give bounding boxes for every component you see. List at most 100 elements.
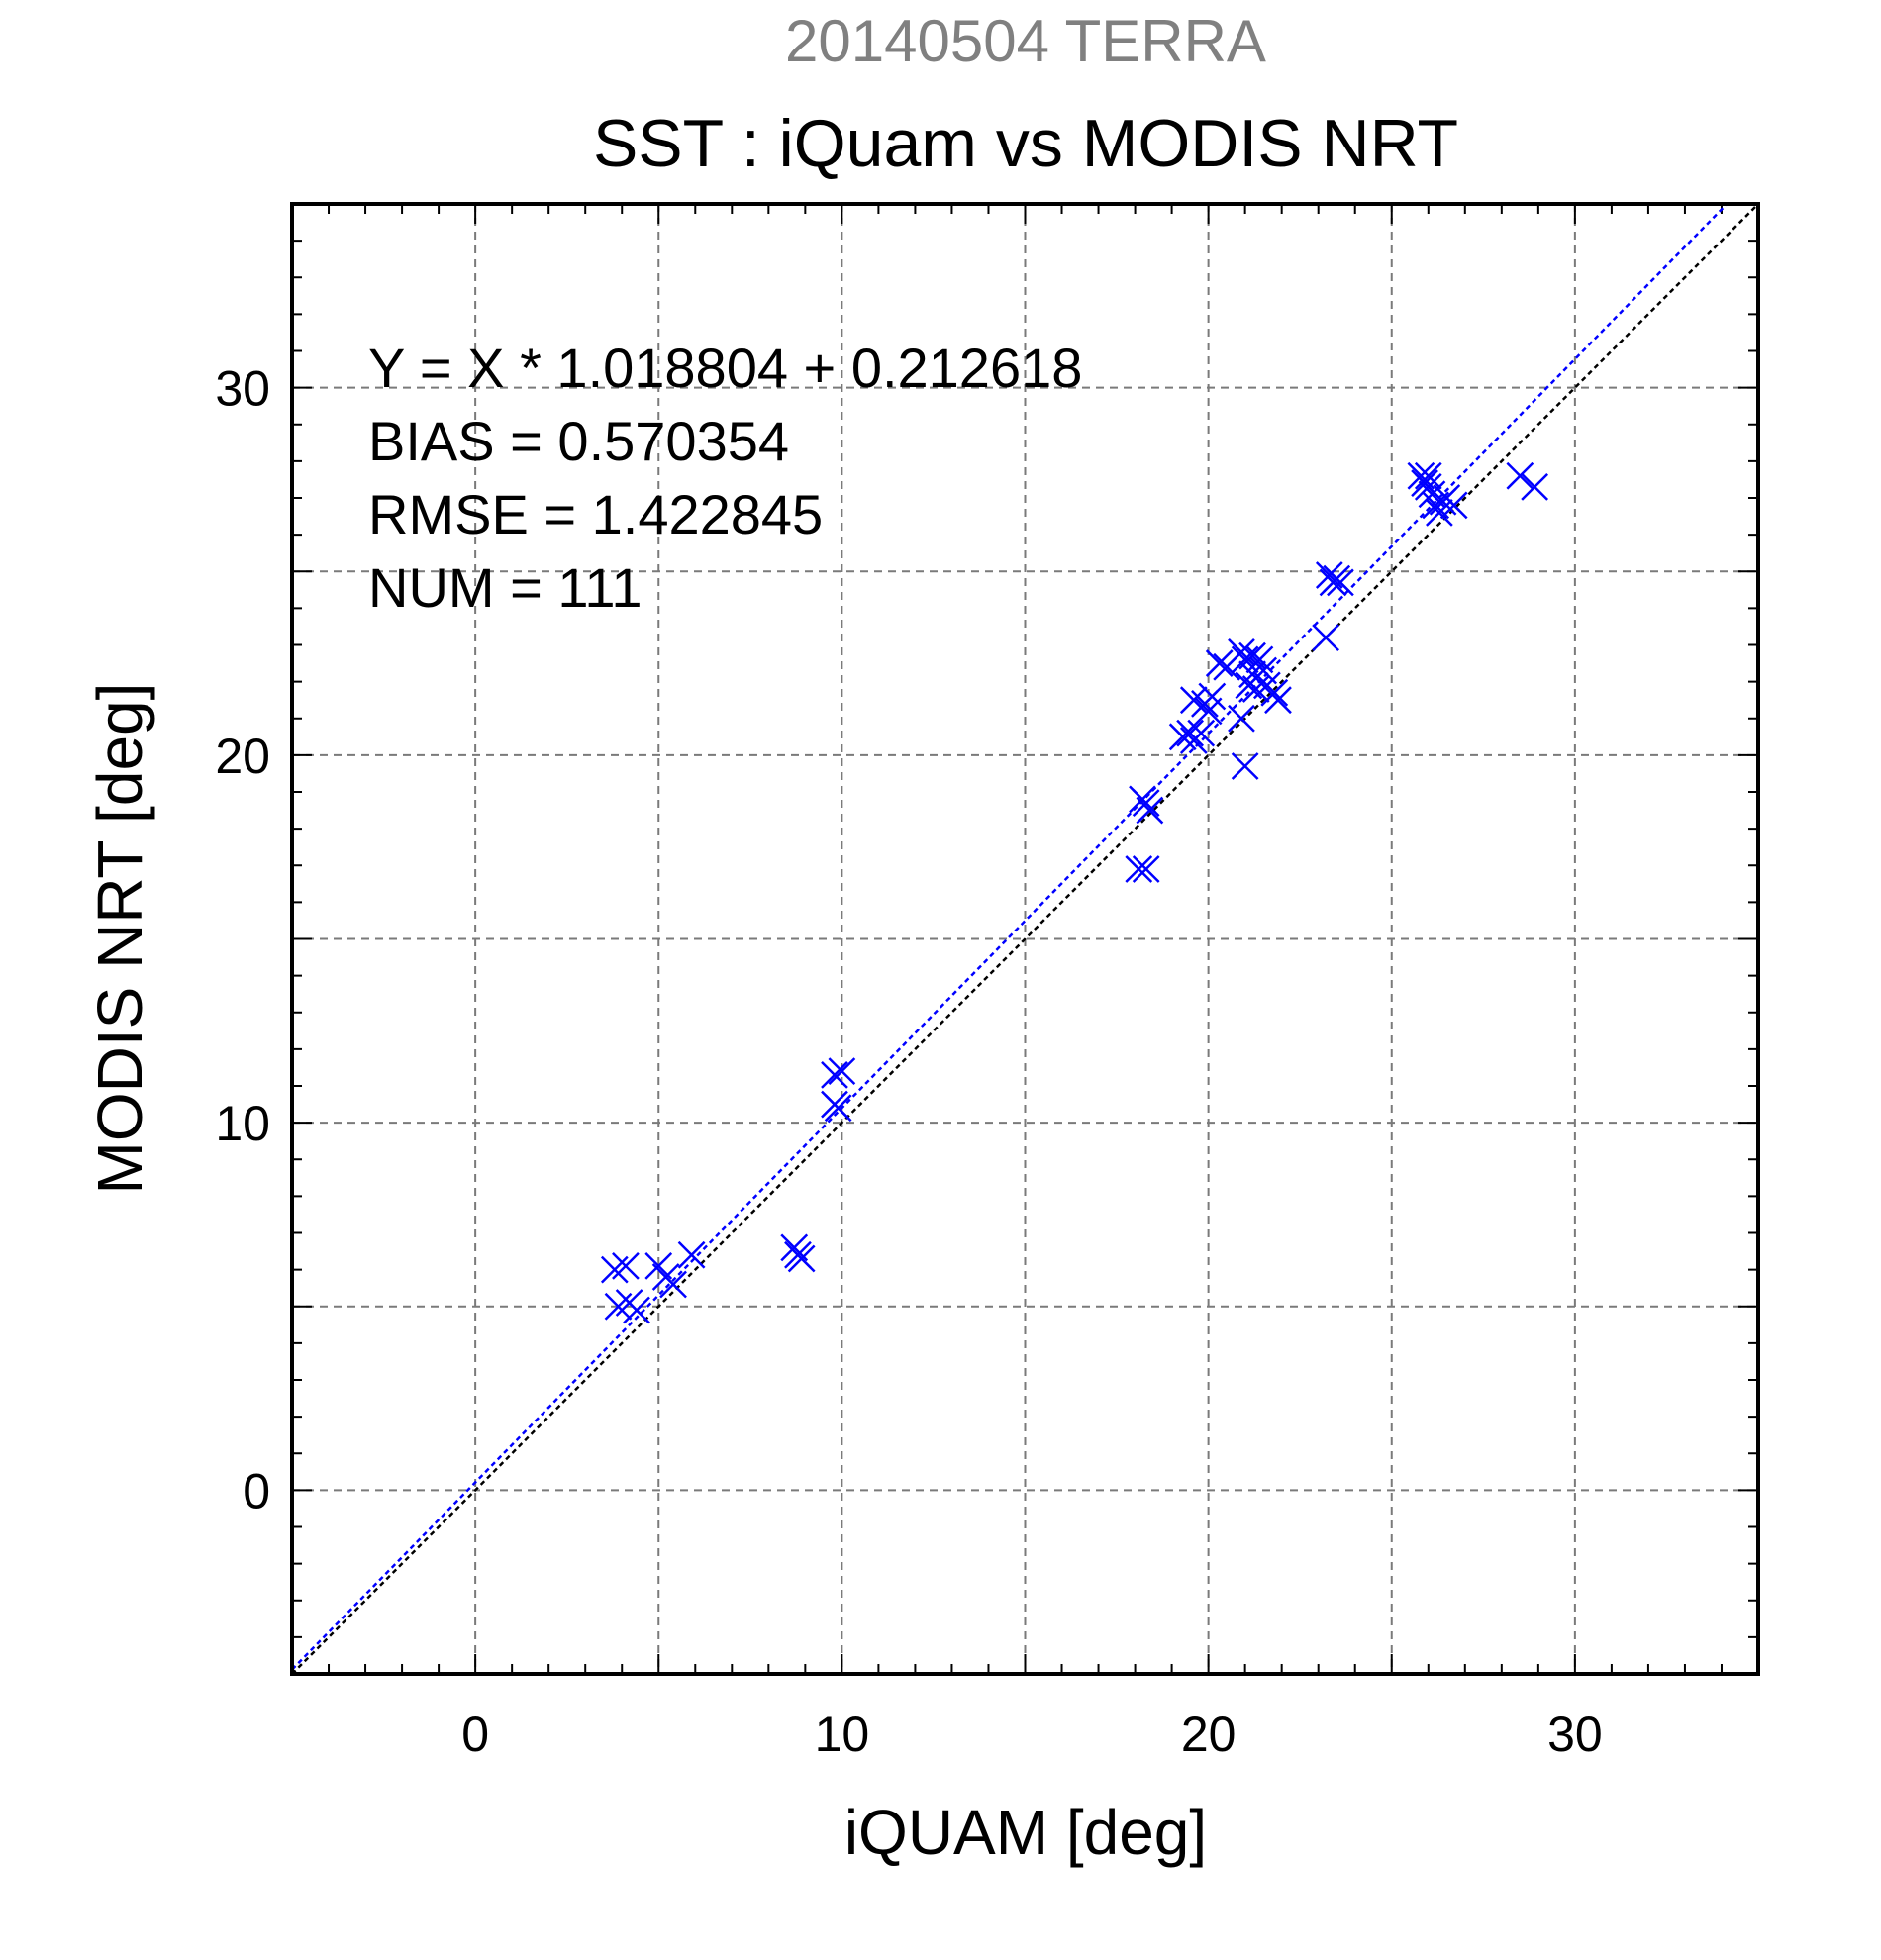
- data-point: [1411, 469, 1438, 498]
- data-point-stroke: [1264, 686, 1292, 715]
- data-point-stroke: [1238, 660, 1266, 689]
- data-point: [623, 1296, 650, 1324]
- data-point: [1179, 727, 1208, 754]
- stat-rmse: RMSE = 1.422845: [368, 483, 823, 545]
- data-point-stroke: [1132, 855, 1160, 883]
- data-point-stroke: [600, 1255, 629, 1284]
- data-point: [1132, 789, 1160, 818]
- x-tick-label: 10: [815, 1707, 870, 1762]
- fit-line: [291, 203, 1729, 1671]
- data-point-stroke: [1506, 461, 1534, 490]
- data-point: [1179, 686, 1208, 715]
- data-point-stroke: [1125, 855, 1153, 883]
- data-point: [677, 1240, 706, 1269]
- data-point-stroke: [828, 1057, 856, 1086]
- x-tick-label: 30: [1547, 1707, 1603, 1762]
- data-point: [1176, 719, 1204, 747]
- x-axis-label: iQUAM [deg]: [844, 1797, 1207, 1868]
- data-point-stroke: [1231, 752, 1259, 780]
- data-point-stroke: [644, 1252, 673, 1280]
- data-point-stroke: [1168, 723, 1197, 751]
- data-point-stroke: [677, 1240, 706, 1269]
- data-point-stroke: [1179, 686, 1208, 715]
- y-tick-label: 30: [215, 361, 270, 417]
- data-point: [1323, 564, 1351, 593]
- reference-lines: [291, 203, 1759, 1675]
- data-points: [600, 461, 1549, 1324]
- data-point: [659, 1270, 687, 1299]
- data-point: [1312, 624, 1339, 651]
- stat-fit-equation: Y = X * 1.018804 + 0.212618: [368, 337, 1082, 399]
- data-point-stroke: [1315, 561, 1343, 589]
- data-point-stroke: [659, 1270, 687, 1299]
- data-point: [1264, 686, 1292, 715]
- data-point-stroke: [1228, 704, 1255, 733]
- data-point: [1168, 723, 1197, 751]
- data-point-stroke: [1407, 461, 1436, 490]
- data-point: [821, 1060, 848, 1089]
- data-point-stroke: [821, 1060, 848, 1089]
- chart-subtitle: SST : iQuam vs MODIS NRT: [593, 106, 1458, 181]
- y-tick-label: 10: [215, 1096, 270, 1151]
- data-point-stroke: [1439, 491, 1468, 520]
- y-tick-label: 0: [243, 1463, 270, 1519]
- stat-num: NUM = 111: [368, 556, 642, 619]
- data-point: [1245, 645, 1274, 674]
- data-point: [1231, 645, 1259, 674]
- data-point-stroke: [1260, 678, 1289, 707]
- y-tick-label: 20: [215, 729, 270, 784]
- chart-title: 20140504 TERRA: [785, 8, 1266, 74]
- data-point: [1414, 461, 1442, 490]
- data-point-stroke: [1414, 461, 1442, 490]
- plot-frame: [290, 202, 1760, 1676]
- data-point-stroke: [824, 1094, 852, 1123]
- data-point: [1228, 704, 1255, 733]
- data-point: [1231, 752, 1259, 780]
- data-point-stroke: [604, 1292, 633, 1321]
- data-point: [1205, 649, 1234, 677]
- data-point-stroke: [612, 1252, 640, 1280]
- data-point: [1238, 660, 1266, 689]
- x-tick-labels: 0 10 20 30: [461, 1707, 1602, 1762]
- data-point-stroke: [1228, 638, 1255, 666]
- data-point: [604, 1292, 633, 1321]
- data-point-stroke: [1198, 682, 1227, 711]
- data-point-stroke: [1179, 727, 1208, 754]
- data-point-stroke: [1245, 645, 1274, 674]
- data-point: [1132, 855, 1160, 883]
- data-point: [824, 1094, 852, 1123]
- x-tick-label: 20: [1181, 1707, 1237, 1762]
- data-point-stroke: [1132, 789, 1160, 818]
- data-point-stroke: [623, 1296, 650, 1324]
- stat-bias: BIAS = 0.570354: [368, 410, 789, 472]
- data-point: [1136, 796, 1164, 825]
- identity-line: [291, 203, 1759, 1675]
- data-point-stroke: [1425, 498, 1453, 527]
- data-point: [787, 1244, 816, 1273]
- data-point: [1439, 491, 1468, 520]
- data-point-stroke: [1323, 564, 1351, 593]
- y-axis-label: MODIS NRT [deg]: [84, 683, 155, 1195]
- data-point: [1125, 855, 1153, 883]
- data-point-stroke: [1521, 472, 1549, 501]
- x-tick-label: 0: [461, 1707, 489, 1762]
- data-point-stroke: [1418, 480, 1446, 509]
- data-point-stroke: [1312, 624, 1339, 651]
- stats-block: Y = X * 1.018804 + 0.212618 BIAS = 0.570…: [368, 337, 1082, 619]
- y-tick-labels: 0 10 20 30: [215, 361, 270, 1519]
- data-point: [1521, 472, 1549, 501]
- data-point-stroke: [1176, 719, 1204, 747]
- data-point-stroke: [1205, 649, 1234, 677]
- data-point: [1260, 678, 1289, 707]
- data-point: [828, 1057, 856, 1086]
- data-point-stroke: [1411, 469, 1438, 498]
- data-point-stroke: [780, 1233, 809, 1262]
- data-point: [1425, 498, 1453, 527]
- data-point-stroke: [1241, 675, 1270, 703]
- data-point-stroke: [1231, 645, 1259, 674]
- data-point: [600, 1255, 629, 1284]
- data-point-stroke: [787, 1244, 816, 1273]
- data-point: [1228, 638, 1255, 666]
- data-point: [612, 1252, 640, 1280]
